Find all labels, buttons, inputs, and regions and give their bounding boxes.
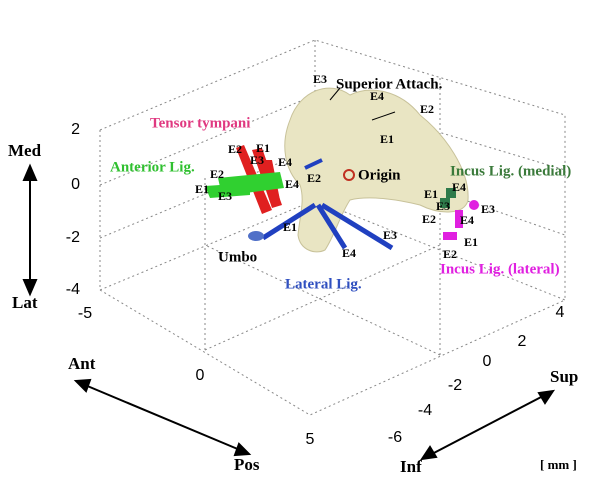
point-label: E2 xyxy=(307,171,321,185)
direction-label: Pos xyxy=(234,455,260,474)
incus-ligament-lateral xyxy=(469,200,479,210)
point-label: E2 xyxy=(228,142,242,156)
point-label: E1 xyxy=(424,187,438,201)
point-label: E3 xyxy=(436,199,450,213)
tick-label: -4 xyxy=(418,402,432,419)
umbo-label: Umbo xyxy=(218,249,257,265)
incus-ligament-lateral xyxy=(443,232,457,240)
point-label: E1 xyxy=(283,220,297,234)
point-label: E1 xyxy=(195,182,209,196)
point-label: E3 xyxy=(383,228,397,242)
lateral-ligament xyxy=(315,203,348,250)
axis-arrows xyxy=(22,163,556,461)
direction-label: Sup xyxy=(550,367,578,386)
tick-label: -4 xyxy=(66,281,80,298)
point-label: E3 xyxy=(481,202,495,216)
lateral-ligament xyxy=(320,202,394,251)
point-label: E3 xyxy=(250,153,264,167)
origin-marker xyxy=(343,169,355,181)
incus-ligament-medial xyxy=(440,198,450,208)
point-label: E4 xyxy=(285,177,299,191)
point-label: E1 xyxy=(256,141,270,155)
structure-label: Incus Lig. (medial) xyxy=(450,163,571,179)
incus-ligament-lateral xyxy=(455,210,463,228)
direction-labels: Med Lat Ant Pos Sup Inf [ mm ] xyxy=(8,141,578,476)
structure-label: Lateral Lig. xyxy=(285,276,362,292)
point-label: E1 xyxy=(380,132,394,146)
electrode-labels: E3 E4 E2 E1 E2 E1 E3 E4 E2 E1 E3 E4 E2 E… xyxy=(195,72,495,261)
leader-line xyxy=(371,111,396,121)
point-label: E4 xyxy=(278,155,292,169)
tick-label: -6 xyxy=(388,429,402,446)
lateral-ligament xyxy=(261,202,317,241)
point-label: E3 xyxy=(218,189,232,203)
tick-label: 2 xyxy=(71,121,80,138)
annotations: Superior Attach. Tensor tympani Anterior… xyxy=(110,76,571,292)
unit-label: [ mm ] xyxy=(540,457,577,472)
point-label: E2 xyxy=(420,102,434,116)
point-label: E2 xyxy=(422,212,436,226)
lateral-ligament xyxy=(304,158,323,170)
point-label: E3 xyxy=(313,72,327,86)
tick-label: 2 xyxy=(518,333,527,350)
umbo-marker xyxy=(248,231,264,241)
tick-label: 5 xyxy=(306,431,315,448)
point-label: E2 xyxy=(210,167,224,181)
point-label: E1 xyxy=(464,235,478,249)
tick-label: 0 xyxy=(71,176,80,193)
tick-label: 0 xyxy=(196,367,205,384)
leader-line xyxy=(329,87,341,101)
direction-label: Inf xyxy=(400,457,422,476)
ligaments xyxy=(205,87,479,251)
tick-label: 4 xyxy=(556,304,565,321)
structure-label: Incus Lig. (lateral) xyxy=(440,261,560,277)
point-label: E4 xyxy=(460,213,474,227)
structure-label: Anterior Lig. xyxy=(110,159,195,175)
direction-label: Lat xyxy=(12,293,38,312)
anterior-ligament xyxy=(205,183,250,198)
tick-label: -2 xyxy=(448,377,462,394)
point-label: E4 xyxy=(370,89,384,103)
structure-label: Superior Attach. xyxy=(336,76,443,92)
structure-label: Tensor tympani xyxy=(150,115,250,131)
incus-ligament-medial xyxy=(446,188,456,198)
tick-label: -5 xyxy=(78,305,92,322)
direction-label: Ant xyxy=(68,354,96,373)
direction-label: Med xyxy=(8,141,42,160)
tick-labels: 2 0 -2 -4 -5 0 5 4 2 0 -2 -4 -6 xyxy=(66,121,565,448)
point-label: E2 xyxy=(443,247,457,261)
tick-label: -2 xyxy=(66,229,80,246)
point-label: E4 xyxy=(452,180,466,194)
tick-label: 0 xyxy=(483,353,492,370)
origin-label: Origin xyxy=(358,167,401,183)
point-label: E4 xyxy=(342,246,356,260)
